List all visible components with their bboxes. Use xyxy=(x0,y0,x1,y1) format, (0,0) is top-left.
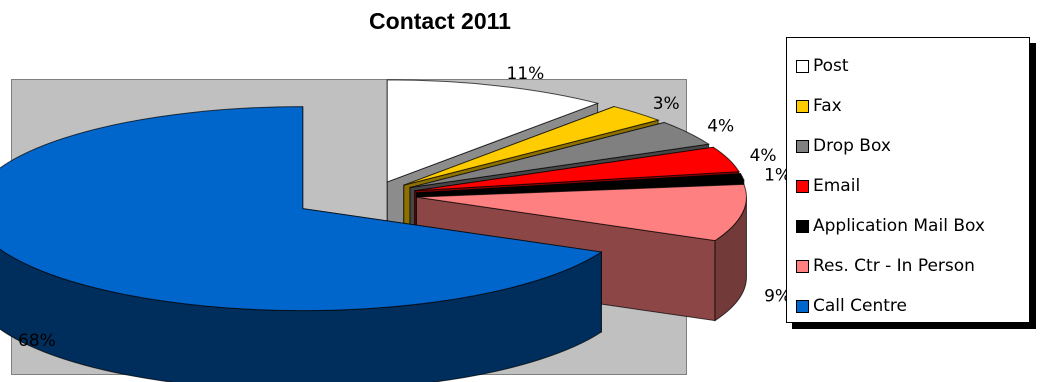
legend-label: Fax xyxy=(813,96,842,116)
legend-label: Call Centre xyxy=(813,296,907,316)
legend-label: Drop Box xyxy=(813,136,891,156)
slice-top xyxy=(386,79,600,183)
slice-top xyxy=(414,146,740,192)
legend-swatch xyxy=(796,299,809,313)
legend-item: Email xyxy=(796,166,1029,206)
data-label: 4% xyxy=(707,116,734,136)
slice-top xyxy=(416,183,747,242)
legend-item: Drop Box xyxy=(796,126,1029,166)
data-label: 3% xyxy=(653,94,680,114)
pie-slice-call-centre xyxy=(0,106,603,382)
legend-label: Application Mail Box xyxy=(813,216,985,236)
legend-item: Application Mail Box xyxy=(796,206,1029,246)
data-label: 1% xyxy=(764,166,791,186)
data-label: 4% xyxy=(750,146,777,166)
legend-item: Fax xyxy=(796,86,1029,126)
legend-label: Email xyxy=(813,176,861,196)
data-label: 9% xyxy=(764,286,791,306)
legend-swatch xyxy=(796,259,809,273)
data-label: 68% xyxy=(18,331,56,351)
slice-top xyxy=(409,122,710,189)
legend-swatch xyxy=(796,99,809,113)
chart-title: Contact 2011 xyxy=(369,8,511,34)
legend-swatch xyxy=(796,139,809,153)
legend-swatch xyxy=(796,179,809,193)
legend-label: Res. Ctr - In Person xyxy=(813,256,975,276)
data-label: 11% xyxy=(507,64,545,84)
slice-top xyxy=(403,106,660,186)
legend: Post Fax Drop Box Email Application Mail Box… xyxy=(786,37,1030,323)
legend-item: Call Centre xyxy=(796,286,1029,326)
slice-top xyxy=(416,173,745,194)
slice-top xyxy=(0,106,603,312)
legend-label: Post xyxy=(813,56,849,76)
legend-item: Res. Ctr - In Person xyxy=(796,246,1029,286)
legend-item: Post xyxy=(796,46,1029,86)
legend-swatch xyxy=(796,59,809,73)
legend-swatch xyxy=(796,219,809,233)
